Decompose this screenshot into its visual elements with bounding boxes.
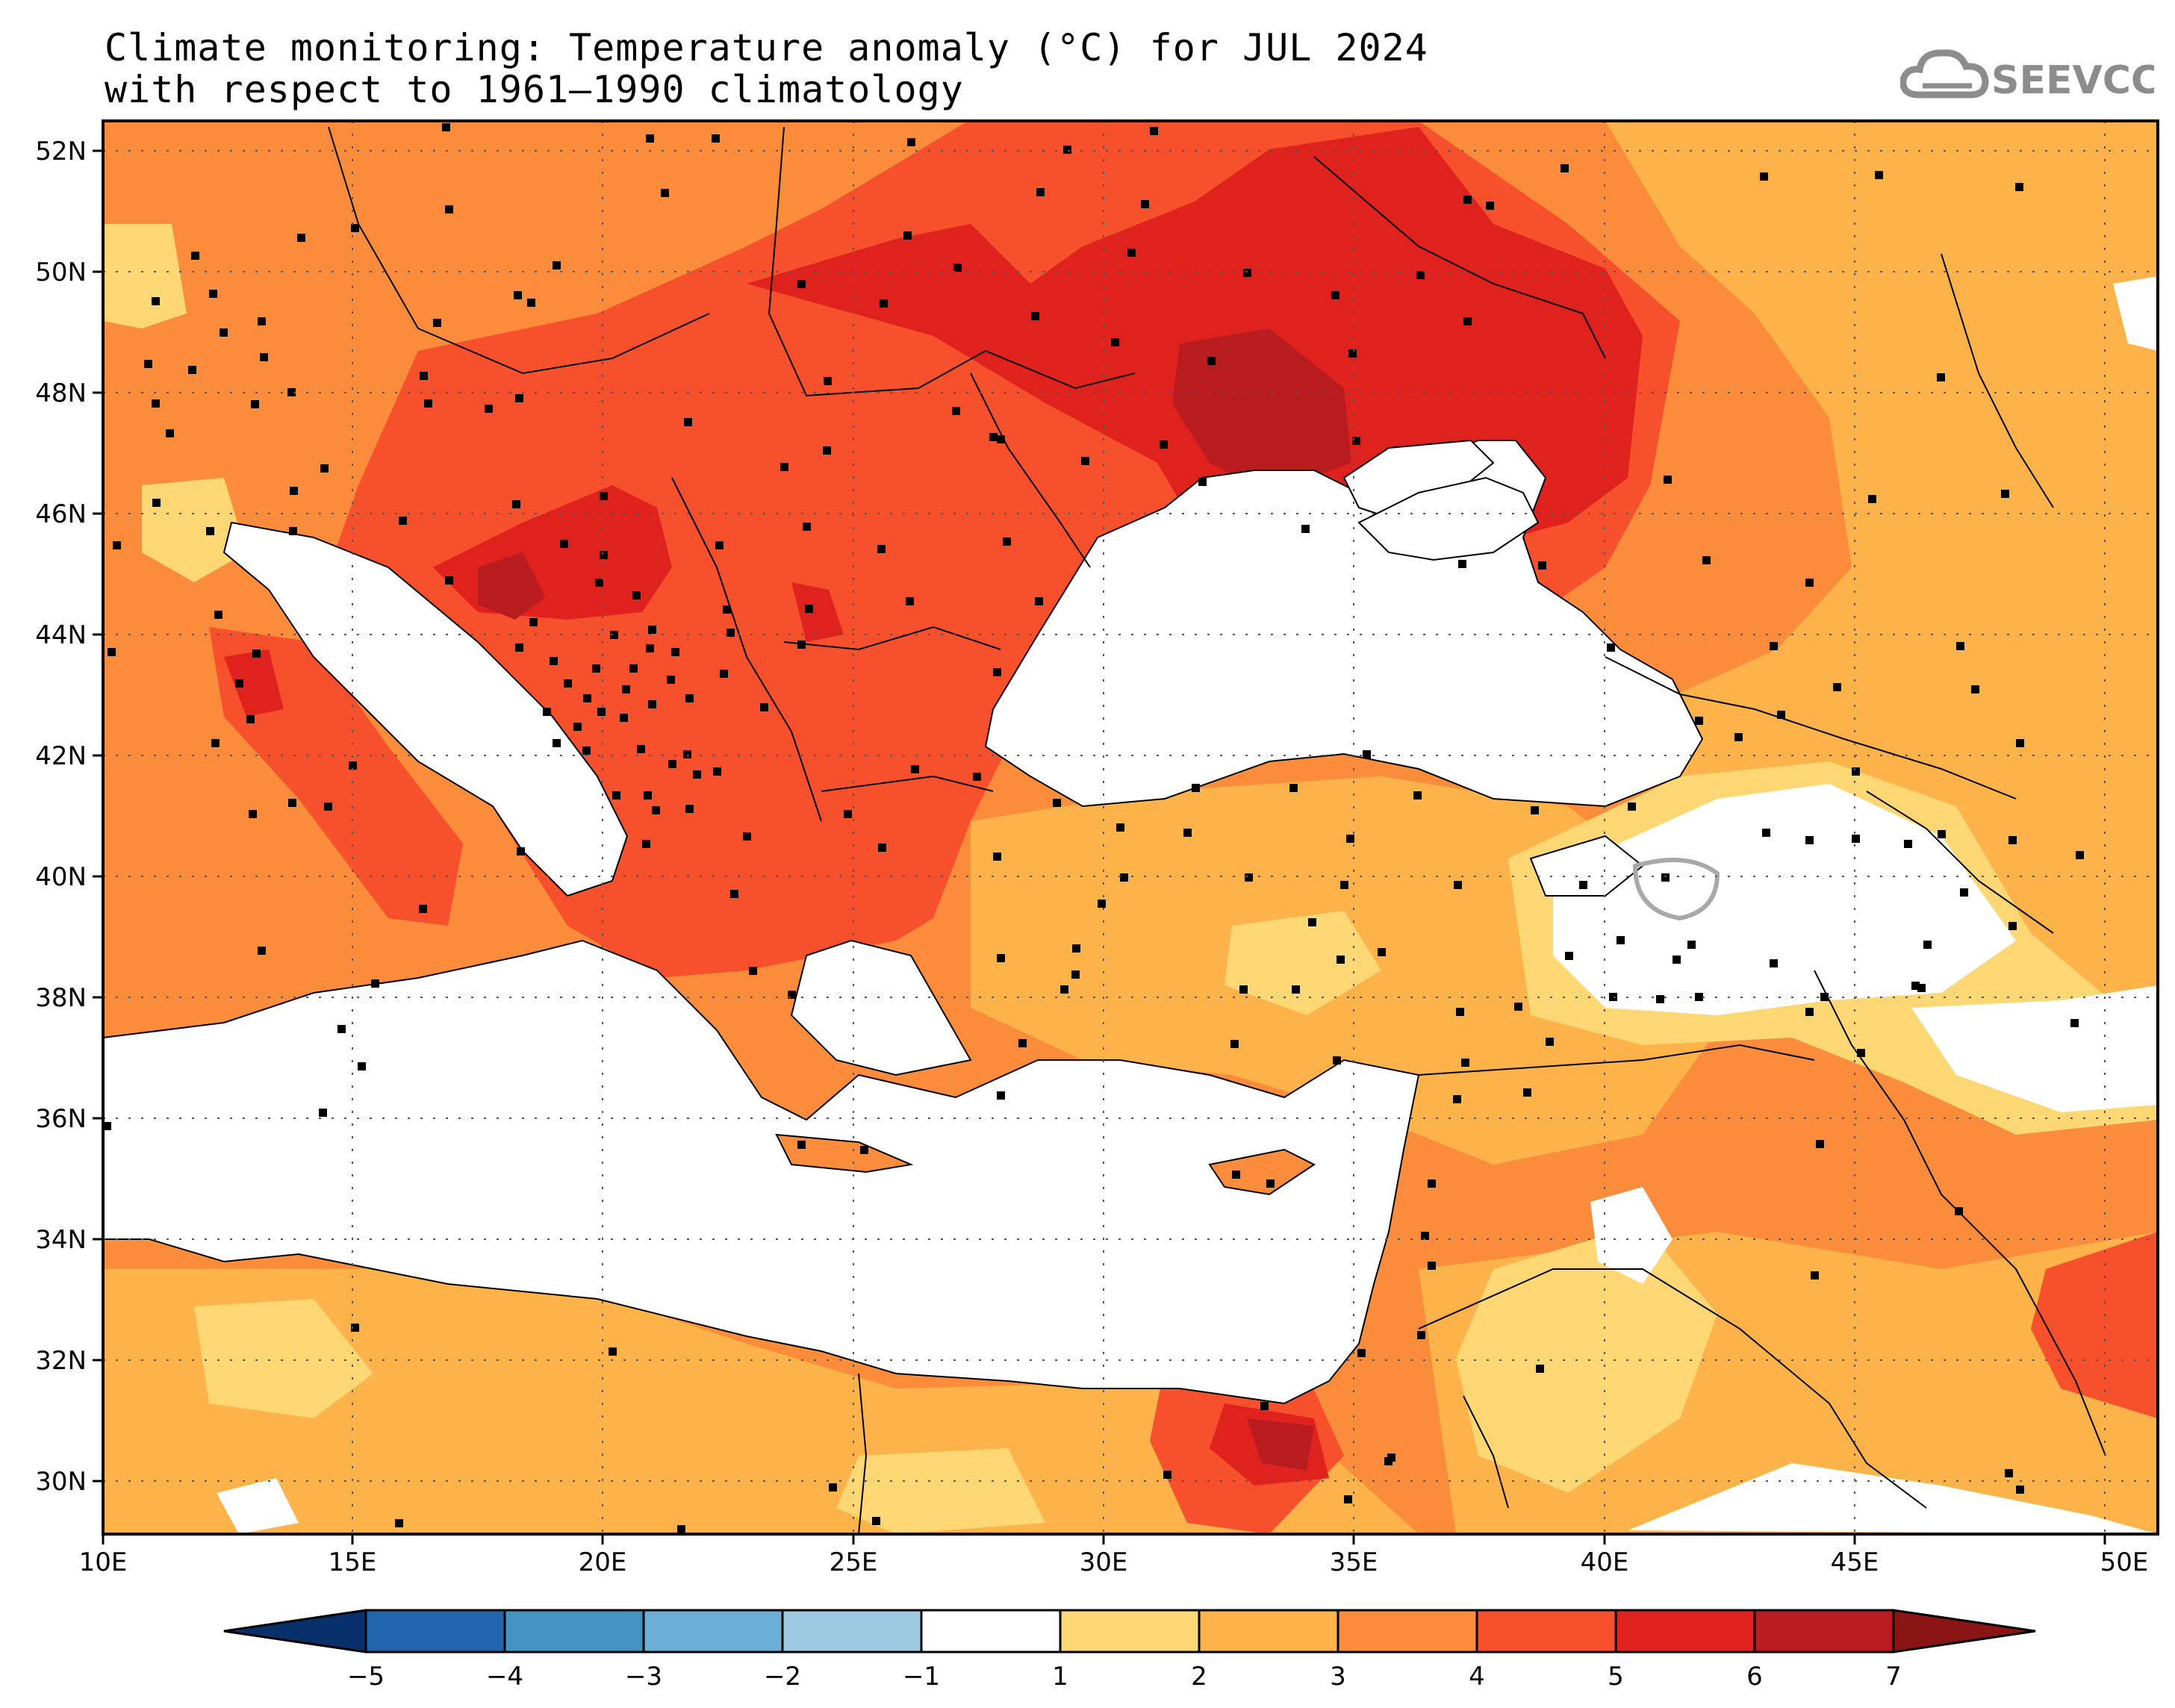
colorbar-box (1059, 1609, 1201, 1654)
seevccc-logo: SEEVCCC (1899, 41, 2175, 112)
lon-label: 45E (1831, 1548, 1879, 1577)
map-title-line2: with respect to 1961–1990 climatology (105, 68, 964, 111)
lon-label: 15E (329, 1548, 377, 1577)
cloud-icon (1899, 49, 1989, 99)
colorbar-label: 5 (1608, 1662, 1624, 1692)
lat-label: 44N (35, 620, 87, 650)
lon-label: 30E (1080, 1548, 1128, 1577)
colorbar-box (1475, 1609, 1617, 1654)
colorbar-label: 7 (1885, 1662, 1902, 1692)
anomaly-contour (1632, 858, 1720, 921)
colorbar-box (364, 1609, 506, 1654)
logo-text: SEEVCCC (1991, 58, 2154, 103)
lat-label: 48N (35, 378, 87, 408)
lat-label: 32N (35, 1346, 87, 1376)
cyprus-island (1208, 1148, 1316, 1196)
colorbar-box (781, 1609, 923, 1654)
station-markers (103, 123, 2084, 1533)
colorbar-box (642, 1609, 784, 1654)
lon-label: 40E (1581, 1548, 1629, 1577)
colorbar-box (1337, 1609, 1478, 1654)
lat-label: 52N (35, 137, 87, 166)
crete-island (775, 1133, 914, 1174)
lon-label: 35E (1330, 1548, 1378, 1577)
lat-label: 50N (35, 258, 87, 287)
lat-label: 40N (35, 862, 87, 892)
colorbar-box (1614, 1609, 1756, 1654)
lon-label: 10E (79, 1548, 128, 1577)
latitude-labels: 52N 50N 48N 46N 44N 42N 40N 38N 36N 34N … (35, 137, 87, 1497)
axis-ticks (93, 149, 2106, 1545)
colorbar-label: 2 (1191, 1662, 1207, 1692)
lon-label: 25E (830, 1548, 878, 1577)
lat-label: 34N (35, 1225, 87, 1255)
lat-label: 36N (35, 1104, 87, 1134)
colorbar-box (1753, 1609, 1895, 1654)
map-title-line1: Climate monitoring: Temperature anomaly … (105, 26, 1428, 69)
colorbar-label: −1 (903, 1662, 940, 1692)
lon-label: 50E (2100, 1548, 2149, 1577)
colorbar-box (1198, 1609, 1339, 1654)
colorbar-label: 4 (1469, 1662, 1485, 1692)
lat-label: 30N (35, 1467, 87, 1497)
colorbar-box (920, 1609, 1062, 1654)
crimea-coast (1357, 476, 1540, 561)
colorbar-arrow-low (223, 1609, 367, 1654)
lat-label: 46N (35, 499, 87, 529)
colorbar-label: 1 (1052, 1662, 1068, 1692)
colorbar-label: −4 (486, 1662, 523, 1692)
colorbar-label: −2 (764, 1662, 801, 1692)
anomaly-field (103, 121, 2158, 1534)
colorbar-label: −5 (347, 1662, 385, 1692)
colorbar-label: 6 (1746, 1662, 1763, 1692)
colorbar-label: −3 (625, 1662, 662, 1692)
lat-label: 42N (35, 741, 87, 771)
colorbar-arrow-high (1892, 1609, 2036, 1654)
lat-label: 38N (35, 983, 87, 1013)
longitude-labels: 10E 15E 20E 25E 30E 35E 40E 45E 50E (79, 1548, 2149, 1577)
colorbar-box (503, 1609, 645, 1654)
country-borders (328, 126, 2106, 1534)
colorbar: −5 −4 −3 −2 −1 1 2 3 4 5 6 7 (223, 1609, 2036, 1692)
map-frame (102, 119, 2159, 1536)
colorbar-label: 3 (1330, 1662, 1346, 1692)
lon-label: 20E (579, 1548, 627, 1577)
